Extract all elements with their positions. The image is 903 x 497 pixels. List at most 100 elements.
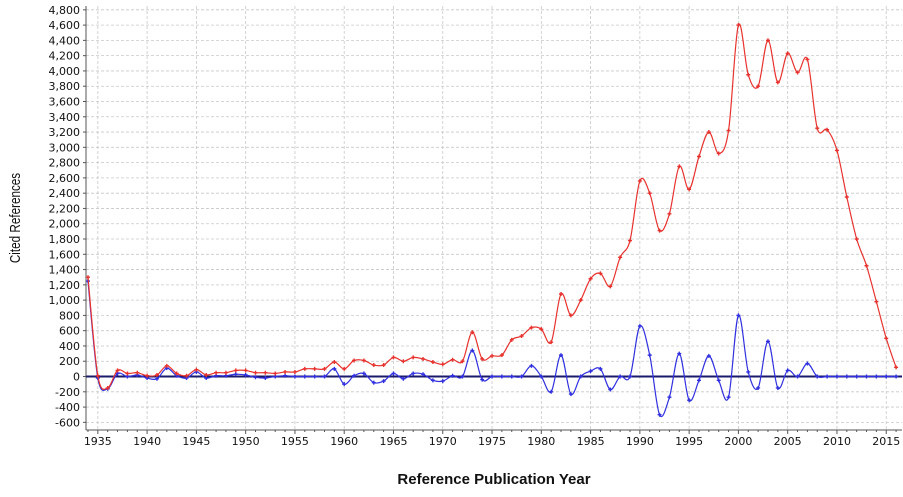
data-point-series-0 — [509, 337, 514, 342]
data-point-series-0 — [834, 148, 839, 153]
grid-lines — [86, 6, 902, 430]
data-point-series-0 — [647, 191, 652, 196]
data-point-series-1 — [716, 378, 721, 383]
data-point-series-0 — [490, 353, 495, 358]
y-tick-label: 4,200 — [49, 50, 81, 63]
data-point-series-1 — [884, 374, 889, 379]
data-point-series-0 — [263, 370, 268, 375]
y-axis-title: Cited References — [7, 173, 24, 264]
data-point-series-1 — [765, 339, 770, 344]
data-point-series-0 — [411, 355, 416, 360]
y-tick-label: 4,000 — [49, 65, 81, 78]
y-tick-label: 1,200 — [49, 279, 81, 292]
data-point-series-0 — [135, 370, 140, 375]
data-point-series-0 — [756, 84, 761, 89]
data-point-series-1 — [706, 353, 711, 358]
data-point-series-1 — [677, 351, 682, 356]
x-tick-label: 1975 — [478, 435, 506, 448]
data-point-series-0 — [588, 276, 593, 281]
data-point-series-0 — [539, 327, 544, 332]
data-point-series-1 — [233, 372, 238, 377]
data-point-series-1 — [391, 371, 396, 376]
y-tick-label: 400 — [59, 340, 80, 353]
data-point-series-0 — [352, 358, 357, 363]
plot-area-background — [86, 6, 902, 430]
data-point-series-1 — [509, 374, 514, 379]
data-point-series-1 — [302, 374, 307, 379]
data-point-series-1 — [283, 373, 288, 378]
data-point-series-1 — [588, 369, 593, 374]
data-point-series-1 — [253, 375, 258, 380]
data-point-series-1 — [696, 378, 701, 383]
x-tick-label: 1980 — [527, 435, 555, 448]
x-tick-label: 1935 — [84, 435, 112, 448]
data-point-series-0 — [805, 57, 810, 62]
data-point-series-0 — [450, 357, 455, 362]
y-tick-label: 1,000 — [49, 294, 81, 307]
data-point-series-1 — [401, 376, 406, 381]
data-point-series-0 — [223, 370, 228, 375]
data-point-series-0 — [578, 298, 583, 303]
data-point-series-0 — [785, 51, 790, 56]
data-point-series-1 — [539, 374, 544, 379]
data-point-series-0 — [716, 151, 721, 156]
y-tick-label: 800 — [59, 309, 80, 322]
data-point-series-0 — [884, 336, 889, 341]
y-tick-label: 600 — [59, 325, 80, 338]
data-point-series-0 — [283, 369, 288, 374]
data-point-series-1 — [460, 374, 465, 379]
data-point-series-0 — [568, 313, 573, 318]
y-tick-label: 2,000 — [49, 218, 81, 231]
data-point-series-1 — [332, 366, 337, 371]
data-point-series-0 — [174, 371, 179, 376]
data-point-series-0 — [628, 238, 632, 243]
data-point-series-1 — [519, 374, 524, 379]
data-point-series-0 — [85, 275, 90, 280]
data-point-series-0 — [95, 373, 100, 378]
y-tick-label: 1,800 — [49, 233, 81, 246]
data-point-series-0 — [874, 299, 879, 304]
data-point-series-0 — [273, 371, 278, 376]
y-tick-label: 4,800 — [49, 4, 81, 17]
data-point-series-1 — [647, 353, 652, 358]
data-point-series-0 — [322, 366, 327, 371]
data-point-series-0 — [302, 366, 307, 371]
data-point-series-0 — [154, 372, 159, 377]
data-point-series-1 — [243, 372, 248, 377]
data-point-series-1 — [470, 348, 475, 353]
data-point-series-1 — [490, 374, 495, 379]
y-tick-label: 4,400 — [49, 34, 81, 47]
x-tick-label: 2010 — [823, 435, 851, 448]
data-point-series-1 — [775, 385, 780, 390]
data-point-series-1 — [411, 371, 416, 376]
data-point-series-1 — [292, 374, 297, 379]
data-point-series-0 — [559, 292, 564, 297]
data-point-series-1 — [421, 372, 426, 377]
data-point-series-0 — [637, 178, 642, 183]
data-point-series-1 — [154, 376, 159, 381]
data-point-series-0 — [292, 369, 297, 374]
data-point-series-0 — [657, 228, 662, 233]
y-tick-label: 1,400 — [49, 264, 81, 277]
x-tick-label: 1950 — [232, 435, 260, 448]
data-point-series-0 — [253, 370, 258, 375]
y-tick-label: -400 — [55, 401, 80, 414]
data-point-series-1 — [894, 374, 899, 379]
x-tick-label: 1970 — [429, 435, 457, 448]
data-point-series-1 — [736, 313, 741, 318]
data-point-series-1 — [450, 373, 455, 378]
data-point-series-0 — [864, 263, 869, 268]
data-point-series-0 — [795, 70, 800, 75]
data-point-series-1 — [687, 398, 692, 403]
data-point-series-1 — [657, 412, 662, 417]
data-point-series-0 — [765, 38, 770, 43]
data-point-series-1 — [825, 374, 830, 379]
data-point-series-0 — [736, 23, 741, 28]
data-point-series-1 — [746, 369, 751, 374]
data-point-series-0 — [125, 371, 130, 376]
data-point-series-0 — [706, 130, 711, 135]
data-point-series-0 — [145, 373, 150, 378]
data-point-series-0 — [844, 194, 849, 199]
data-point-series-1 — [568, 392, 573, 397]
